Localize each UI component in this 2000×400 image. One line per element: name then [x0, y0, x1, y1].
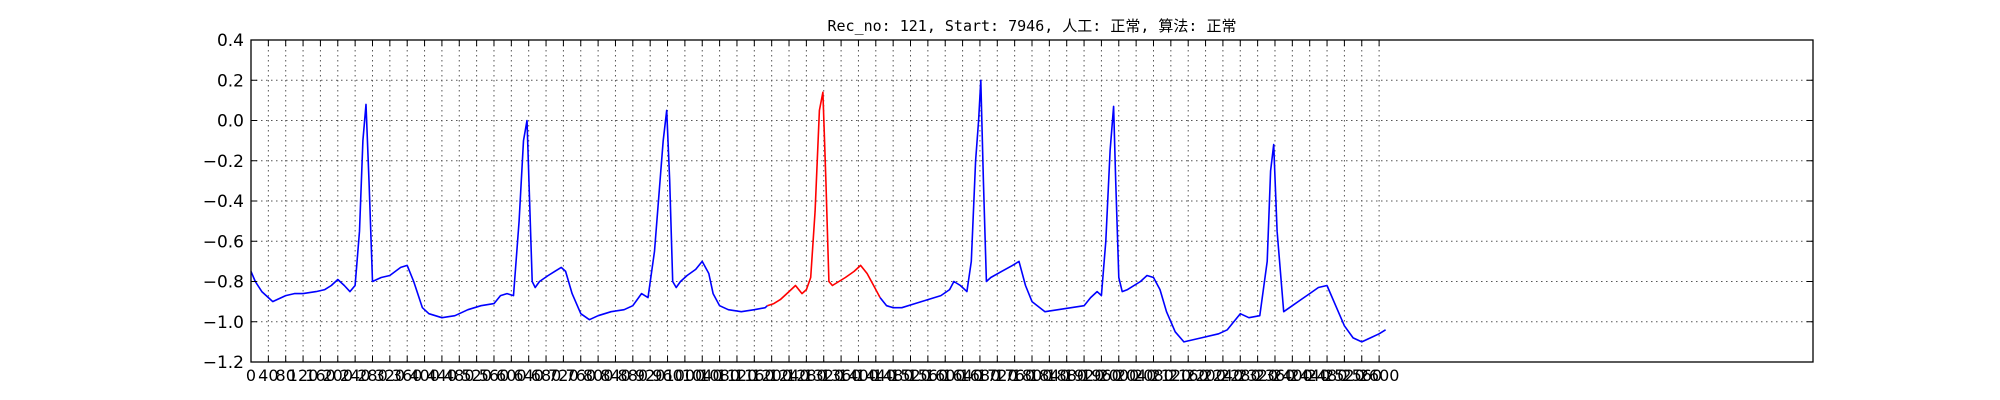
y-tick-label: 0.2	[217, 71, 244, 91]
x-tick-label: 920	[635, 366, 666, 385]
x-tick-label: 1200	[751, 366, 792, 385]
x-tick-label: 1400	[838, 366, 879, 385]
x-tick-label: 0	[246, 366, 256, 385]
x-tick-label: 2120	[1150, 366, 1191, 385]
x-tick-label: 640	[513, 366, 544, 385]
x-tick-label: 1800	[1012, 366, 1053, 385]
x-tick-label: 680	[531, 366, 562, 385]
x-tick-label: 1160	[734, 366, 775, 385]
x-tick-label: 120	[288, 366, 319, 385]
x-tick-label: 320	[375, 366, 406, 385]
x-tick-label: 1240	[769, 366, 810, 385]
y-axis: 0.4 0.2 0.0 −0.2 −0.4 −0.6 −0.8 −1.0 −1.2	[203, 31, 1813, 373]
x-tick-label: 760	[565, 366, 596, 385]
x-tick-label: 520	[461, 366, 492, 385]
x-tick-label: 80	[276, 366, 296, 385]
x-tick-label: 800	[583, 366, 614, 385]
x-tick-label: 2400	[1272, 366, 1313, 385]
x-tick-label: 720	[548, 366, 579, 385]
x-tick-label: 880	[618, 366, 649, 385]
x-tick-label: 1880	[1046, 366, 1087, 385]
x-tick-label: 2560	[1341, 366, 1382, 385]
series-line-3	[879, 79, 1387, 343]
x-tick-label: 1680	[960, 366, 1001, 385]
x-tick-label: 1080	[699, 366, 740, 385]
x-tick-label: 840	[600, 366, 631, 385]
y-tick-label: 0.0	[217, 112, 244, 132]
chart-title: Rec_no: 121, Start: 7946, 人工: 正常, 算法: 正常	[828, 17, 1237, 35]
y-tick-label: 0.4	[217, 31, 244, 51]
x-tick-label: 1840	[1029, 366, 1070, 385]
x-tick-label: 960	[652, 366, 683, 385]
x-tick-label: 1320	[803, 366, 844, 385]
x-tick-label: 160	[305, 366, 336, 385]
x-tick-label: 2440	[1289, 366, 1330, 385]
x-tick-label: 1520	[890, 366, 931, 385]
x-tick-label: 2240	[1203, 366, 1244, 385]
x-tick-label: 2360	[1255, 366, 1296, 385]
x-axis: 0 408012016020024028032036040044048052056…	[246, 40, 1400, 385]
y-tick-label: −0.6	[203, 232, 244, 252]
x-tick-label: 40	[258, 366, 278, 385]
grid	[251, 40, 1813, 362]
x-tick-label: 1560	[908, 366, 949, 385]
x-tick-label: 2600	[1359, 366, 1400, 385]
x-tick-label: 560	[479, 366, 510, 385]
x-tick-label: 1760	[994, 366, 1035, 385]
x-tick-label: 600	[496, 366, 527, 385]
x-tick-label: 1440	[855, 366, 896, 385]
x-tick-label: 360	[392, 366, 423, 385]
x-tick-label: 1920	[1064, 366, 1105, 385]
x-tick-label: 2280	[1220, 366, 1261, 385]
x-tick-label: 1040	[682, 366, 723, 385]
x-tick-label: 200	[323, 366, 354, 385]
x-tick-label: 2160	[1168, 366, 1209, 385]
x-tick-label: 2520	[1324, 366, 1365, 385]
series-line-1	[250, 103, 768, 321]
x-tick-label: 2480	[1307, 366, 1348, 385]
y-tick-label: −1.2	[203, 353, 244, 373]
x-tick-label: 400	[409, 366, 440, 385]
x-tick-label: 2080	[1133, 366, 1174, 385]
series-group	[250, 79, 1387, 343]
y-tick-label: −0.8	[203, 273, 244, 293]
x-tick-label: 480	[444, 366, 475, 385]
x-tick-label: 280	[357, 366, 388, 385]
x-tick-label: 2320	[1237, 366, 1278, 385]
x-tick-label: 1360	[821, 366, 862, 385]
y-tick-label: −0.4	[203, 192, 244, 212]
x-tick-label: 240	[340, 366, 371, 385]
x-tick-label: 1600	[925, 366, 966, 385]
x-tick-label: 1280	[786, 366, 827, 385]
y-tick-label: −1.0	[203, 313, 244, 333]
x-tick-label: 440	[427, 366, 458, 385]
x-tick-label: 1480	[873, 366, 914, 385]
x-tick-label: 1720	[977, 366, 1018, 385]
x-tick-label: 2200	[1185, 366, 1226, 385]
x-tick-label: 2040	[1116, 366, 1157, 385]
x-tick-label: 1640	[942, 366, 983, 385]
x-tick-label: 1960	[1081, 366, 1122, 385]
series-line-2	[767, 91, 881, 307]
x-tick-label: 1000	[665, 366, 706, 385]
x-tick-label: 1120	[717, 366, 758, 385]
y-tick-label: −0.2	[203, 152, 244, 172]
x-tick-label: 2000	[1098, 366, 1139, 385]
